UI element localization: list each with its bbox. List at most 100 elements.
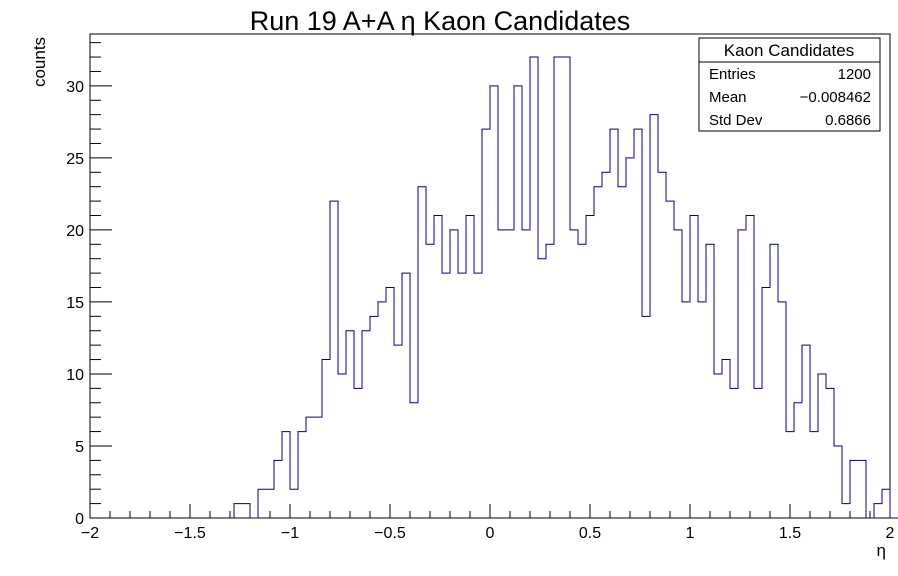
histogram-bin [562,57,570,518]
histogram-bin [554,57,562,518]
y-tick-label: 10 [66,367,84,384]
histogram-bin [306,417,314,518]
histogram-bin [474,273,482,518]
histogram-bin [626,158,634,518]
stats-box-frame [698,37,881,132]
histogram-bin [370,316,378,518]
histogram-bin [322,360,330,518]
histogram-bin [834,446,842,518]
stats-entries-value: 1200 [838,66,871,83]
y-tick-label: 25 [66,151,84,168]
histogram-bin [650,115,658,518]
histogram-bin [466,216,474,519]
histogram-bin [546,244,554,518]
histogram-bin [258,489,266,518]
histogram-outline [233,56,898,519]
histogram-bin [698,302,706,518]
x-tick-label: −1 [281,525,299,542]
histogram-bin [538,259,546,518]
histogram-bin [450,230,458,518]
x-axis-title: η [877,541,886,560]
histogram-bin [498,230,506,518]
histogram-bin [442,273,450,518]
histogram-bin [874,504,882,518]
histogram-bin [802,345,810,518]
stats-stddev-value: 0.6866 [825,112,871,129]
y-axis: 0 5 10 15 20 25 30 [66,42,112,528]
histogram-bin [754,388,762,518]
histogram-bin [530,57,538,518]
histogram-bin [386,288,394,518]
histogram-bin [578,244,586,518]
histogram-bin [642,316,650,518]
histogram-bin [274,460,282,518]
histogram-bin [722,360,730,518]
histogram-bin [666,201,674,518]
x-tick-label: 1 [686,525,695,542]
histogram-bin [682,302,690,518]
histogram-bin [810,432,818,518]
histogram-bin [794,403,802,518]
histogram-bin [690,216,698,519]
histogram-bin [842,504,850,518]
histogram-bin [618,187,626,518]
histogram-bin [362,331,370,518]
stats-stddev-label: Std Dev [709,112,763,129]
histogram-bin [234,504,242,518]
histogram-bin [402,273,410,518]
histogram-bin [706,244,714,518]
histogram-bin [330,201,338,518]
chart-title: Run 19 A+A η Kaon Candidates [250,6,631,36]
x-tick-label: −1.5 [174,525,206,542]
x-tick-label: 2 [886,525,895,542]
y-tick-label: 15 [66,295,84,312]
histogram-bin [610,129,618,518]
histogram-bin [746,216,754,519]
histogram-bin [674,230,682,518]
histogram-bin [778,302,786,518]
y-tick-label: 20 [66,223,84,240]
histogram-bin [594,187,602,518]
histogram-bin [730,388,738,518]
histogram-bin [338,374,346,518]
y-axis-title: counts [30,37,49,87]
histogram-bin [378,302,386,518]
histogram-bin [314,417,322,518]
x-tick-label: −0.5 [374,525,406,542]
histogram-bin [762,288,770,518]
histogram-bin [882,489,890,518]
histogram-bin [602,172,610,518]
x-tick-label: 0 [486,525,495,542]
histogram-bin [490,86,498,518]
x-tick-label: −2 [81,525,99,542]
histogram-bin [290,489,298,518]
histogram-bin [242,504,250,518]
histogram-bin [826,388,834,518]
histogram-bin [426,244,434,518]
histogram-bin [586,216,594,519]
histogram-bin [418,187,426,518]
histogram-bin [738,230,746,518]
histogram-bin [410,403,418,518]
stats-mean-value: −0.008462 [800,89,871,106]
histogram-bin [634,129,642,518]
histogram-bin [570,230,578,518]
stats-mean-label: Mean [709,89,747,106]
histogram-bin [714,374,722,518]
stats-box: Kaon Candidates Entries 1200 Mean −0.008… [698,37,881,132]
y-tick-label: 0 [75,511,84,528]
histogram-bin [522,230,530,518]
stats-entries-label: Entries [709,66,756,83]
histogram-bin [282,432,290,518]
histogram-bin [354,388,362,518]
histogram-bin [850,460,858,518]
stats-title: Kaon Candidates [724,41,854,60]
histogram-bin [458,273,466,518]
histogram-bin [346,331,354,518]
histogram-bin [394,345,402,518]
histogram-bin [770,244,778,518]
x-tick-label: 0.5 [579,525,601,542]
histogram-bin [434,216,442,519]
histogram-bin [506,230,514,518]
